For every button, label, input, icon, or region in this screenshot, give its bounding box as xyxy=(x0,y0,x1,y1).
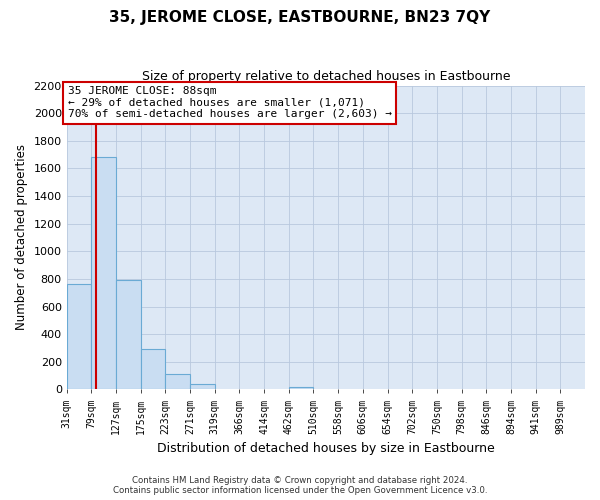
Bar xyxy=(190,384,215,390)
Bar xyxy=(91,158,116,390)
Text: 35, JEROME CLOSE, EASTBOURNE, BN23 7QY: 35, JEROME CLOSE, EASTBOURNE, BN23 7QY xyxy=(109,10,491,25)
X-axis label: Distribution of detached houses by size in Eastbourne: Distribution of detached houses by size … xyxy=(157,442,495,455)
Bar xyxy=(67,284,91,390)
Bar xyxy=(116,280,141,390)
Bar xyxy=(289,386,313,390)
Bar xyxy=(166,374,190,390)
Text: Contains HM Land Registry data © Crown copyright and database right 2024.
Contai: Contains HM Land Registry data © Crown c… xyxy=(113,476,487,495)
Title: Size of property relative to detached houses in Eastbourne: Size of property relative to detached ho… xyxy=(142,70,510,83)
Bar xyxy=(141,350,166,390)
Y-axis label: Number of detached properties: Number of detached properties xyxy=(15,144,28,330)
Text: 35 JEROME CLOSE: 88sqm
← 29% of detached houses are smaller (1,071)
70% of semi-: 35 JEROME CLOSE: 88sqm ← 29% of detached… xyxy=(68,86,392,120)
